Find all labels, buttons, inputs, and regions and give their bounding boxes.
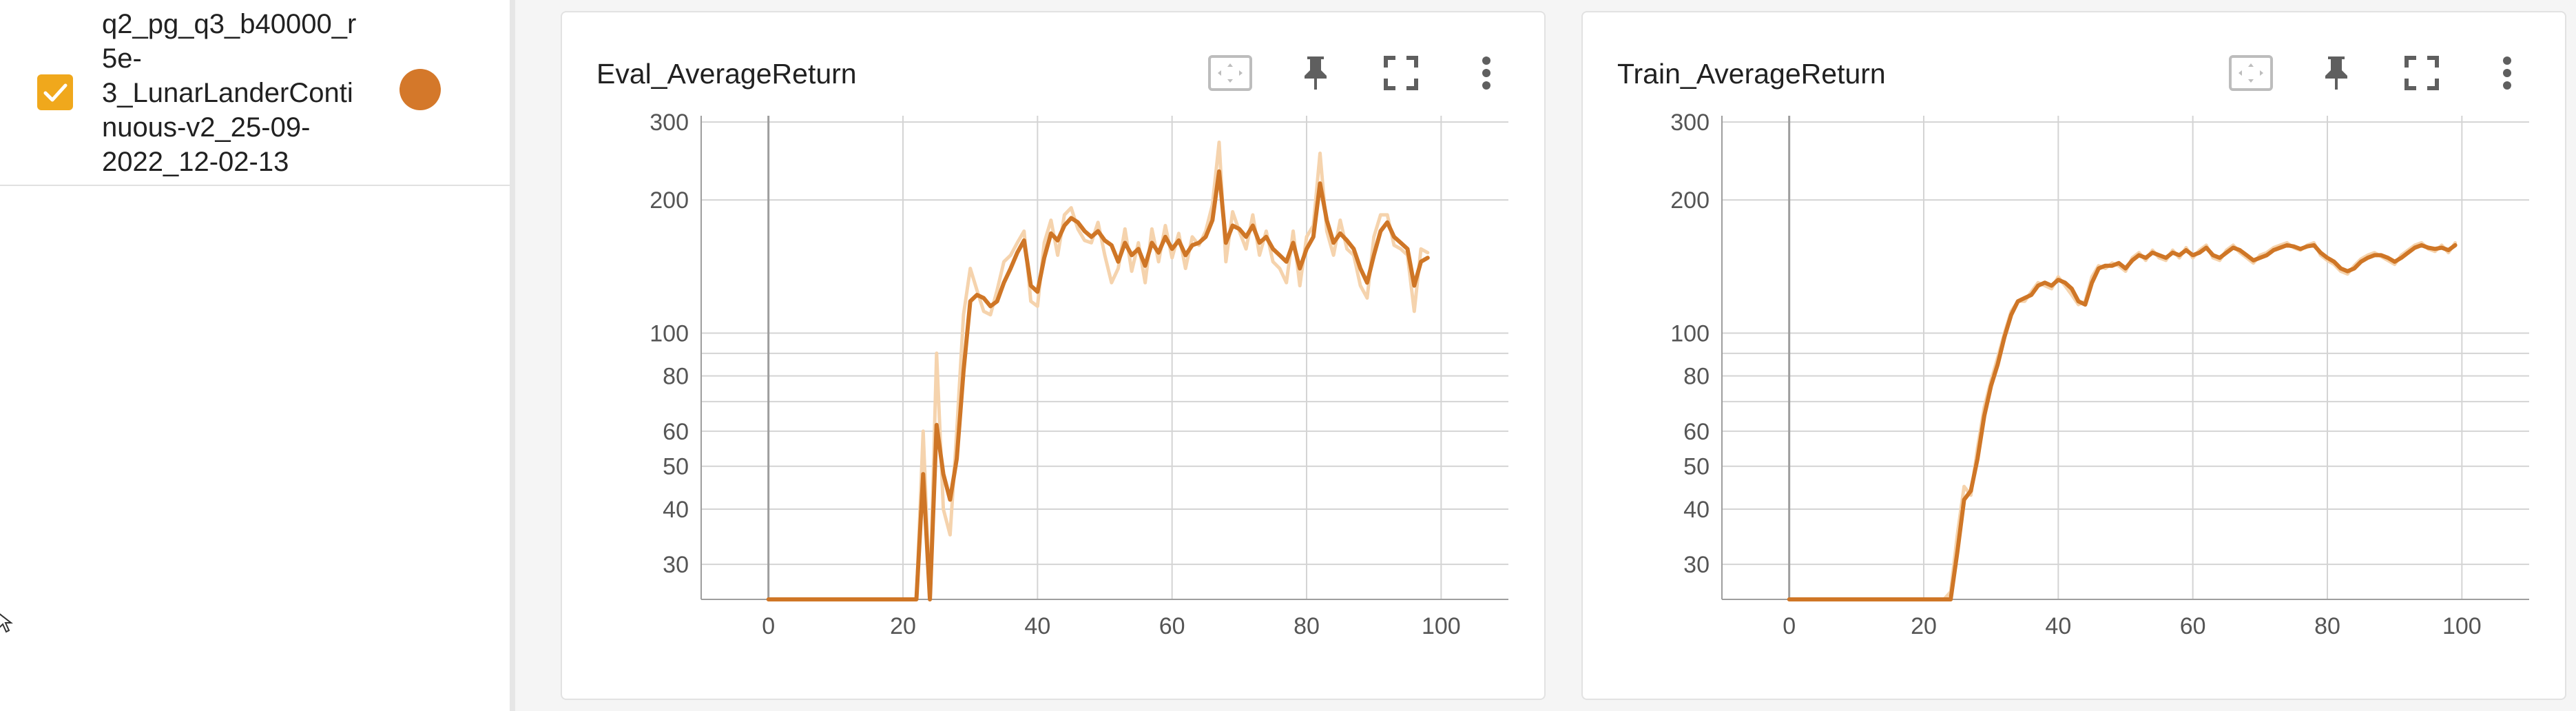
fullscreen-button[interactable] — [2394, 45, 2449, 101]
x-tick-label: 60 — [1159, 613, 1185, 639]
x-tick-label: 80 — [1294, 613, 1320, 639]
pin-button[interactable] — [2309, 45, 2364, 101]
more-vert-icon — [1482, 56, 1490, 90]
x-tick-label: 20 — [1911, 613, 1937, 639]
y-tick-label: 50 — [663, 454, 689, 480]
check-icon — [43, 83, 67, 102]
x-tick-label: 20 — [890, 613, 916, 639]
runs-sidebar: q2_pg_q3_b40000_r 5e- 3_LunarLanderConti… — [0, 0, 515, 711]
y-tick-label: 40 — [1683, 497, 1710, 523]
x-tick-label: 80 — [2314, 613, 2340, 639]
y-tick-label: 200 — [1670, 187, 1710, 214]
x-tick-label: 40 — [1024, 613, 1050, 639]
fit-domain-icon — [1208, 55, 1252, 91]
scalar-card-eval-average-return: Eval_AverageReturn 30 40 50 60 80 100 200 300 0 2… — [561, 11, 1546, 700]
fullscreen-button[interactable] — [1373, 45, 1429, 101]
run-list-item[interactable]: q2_pg_q3_b40000_r 5e- 3_LunarLanderConti… — [0, 0, 510, 186]
y-tick-label: 60 — [1683, 419, 1710, 445]
fit-domain-button[interactable] — [2223, 45, 2278, 101]
y-tick-label: 30 — [663, 552, 689, 578]
x-tick-label: 100 — [2442, 613, 2482, 639]
y-tick-label: 300 — [650, 110, 689, 136]
pin-icon — [1305, 56, 1327, 90]
fullscreen-icon — [1384, 56, 1418, 90]
y-tick-label: 30 — [1683, 552, 1710, 578]
y-tick-label: 60 — [663, 419, 689, 445]
train-average-return-chart[interactable]: 30 40 50 60 80 100 200 300 0 20 40 60 80 100 — [1583, 12, 2568, 701]
mouse-pointer-icon — [0, 610, 15, 639]
card-title: Eval_AverageReturn — [596, 58, 857, 90]
fullscreen-icon — [2404, 56, 2439, 90]
y-tick-label: 200 — [650, 187, 689, 214]
more-vert-icon — [2503, 56, 2511, 90]
x-tick-label: 60 — [2180, 613, 2206, 639]
pin-icon — [2325, 56, 2347, 90]
x-tick-label: 0 — [1783, 613, 1796, 639]
y-tick-label: 80 — [1683, 364, 1710, 390]
smoothed-series-line — [1787, 243, 2458, 601]
y-tick-label: 100 — [1670, 320, 1710, 347]
raw-series-line — [767, 141, 1430, 601]
eval-average-return-chart[interactable]: 30 40 50 60 80 100 200 300 0 20 40 60 80 100 — [562, 12, 1547, 701]
y-tick-label: 80 — [663, 364, 689, 390]
raw-series-line — [1787, 240, 2458, 601]
scalar-card-train-average-return: Train_AverageReturn 30 40 50 60 80 100 200 300 0… — [1581, 11, 2566, 700]
smoothed-series-line — [766, 169, 1430, 601]
y-tick-label: 100 — [650, 320, 689, 347]
x-tick-label: 100 — [1422, 613, 1461, 639]
more-options-button[interactable] — [1459, 45, 1514, 101]
fit-domain-button[interactable] — [1203, 45, 1258, 101]
y-tick-label: 300 — [1670, 110, 1710, 136]
x-tick-label: 40 — [2045, 613, 2071, 639]
pin-button[interactable] — [1288, 45, 1343, 101]
y-tick-label: 50 — [1683, 454, 1710, 480]
card-title: Train_AverageReturn — [1617, 58, 1886, 90]
run-color-swatch[interactable] — [399, 69, 441, 110]
x-tick-label: 0 — [762, 613, 775, 639]
fit-domain-icon — [2229, 55, 2273, 91]
run-checkbox[interactable] — [37, 74, 73, 110]
more-options-button[interactable] — [2480, 45, 2535, 101]
y-tick-label: 40 — [663, 497, 689, 523]
run-name: q2_pg_q3_b40000_r 5e- 3_LunarLanderConti… — [102, 9, 357, 177]
